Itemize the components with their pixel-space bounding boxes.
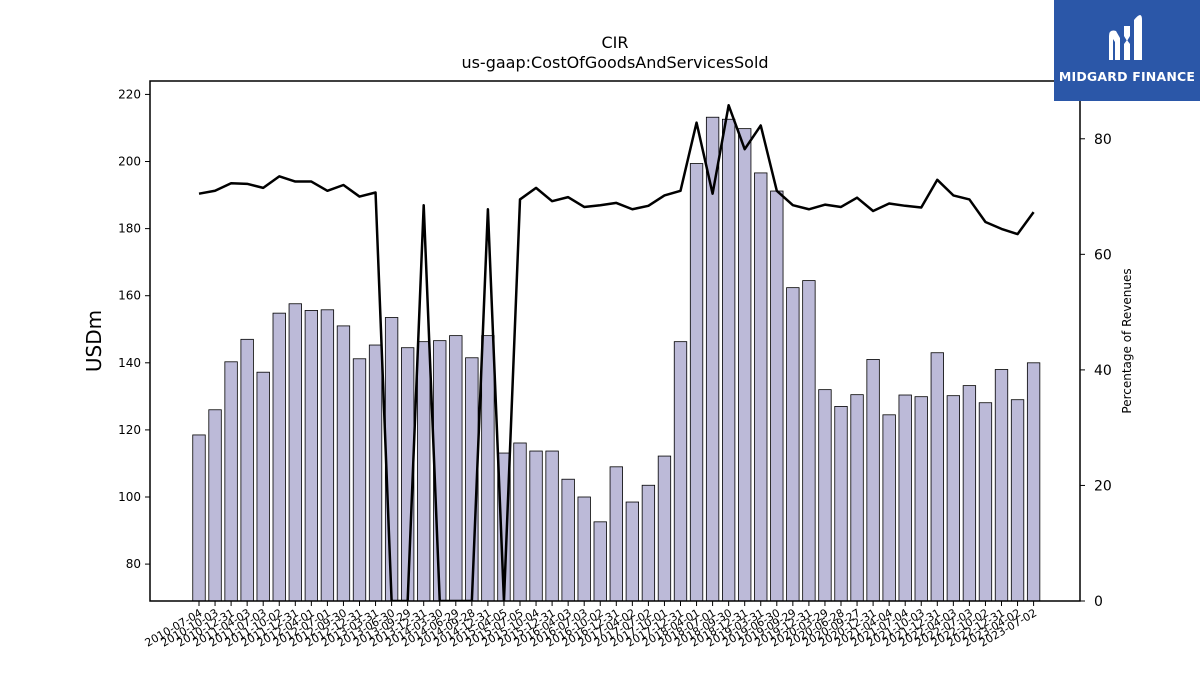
y-tick-label-left: 80 bbox=[126, 557, 141, 571]
bar bbox=[770, 190, 784, 602]
bar bbox=[994, 369, 1009, 602]
bar bbox=[978, 402, 993, 602]
y-tick-label-left: 120 bbox=[118, 423, 141, 437]
bar bbox=[657, 455, 672, 602]
bar bbox=[914, 396, 928, 602]
bar bbox=[625, 501, 639, 602]
y-tick-label-left: 220 bbox=[118, 87, 141, 101]
y-tick-label-right: 20 bbox=[1094, 478, 1112, 494]
bar bbox=[545, 450, 559, 602]
logo-brand-text: MIDGARD FINANCE bbox=[1058, 69, 1196, 84]
bar bbox=[529, 450, 543, 602]
bar bbox=[722, 118, 736, 602]
bar bbox=[1010, 399, 1025, 602]
bar bbox=[320, 309, 335, 602]
bar bbox=[882, 414, 896, 602]
bar bbox=[786, 287, 800, 602]
logo-mark-icon bbox=[1109, 15, 1142, 60]
bar bbox=[802, 280, 816, 602]
bar bbox=[898, 394, 912, 602]
bar bbox=[1026, 362, 1041, 602]
bar bbox=[561, 478, 575, 602]
y-axis-label-left: USDm bbox=[82, 309, 106, 373]
bar bbox=[256, 371, 270, 602]
bar bbox=[352, 358, 367, 602]
bar bbox=[946, 395, 960, 602]
bar bbox=[449, 335, 463, 602]
y-tick-label-right: 80 bbox=[1094, 132, 1112, 148]
bar bbox=[818, 389, 832, 602]
bar bbox=[850, 394, 864, 602]
y-tick-label-right: 60 bbox=[1094, 247, 1112, 263]
bar bbox=[577, 496, 591, 602]
bar bbox=[641, 484, 656, 602]
y-tick-label-left: 140 bbox=[118, 356, 141, 370]
y-tick-label-left: 160 bbox=[118, 289, 141, 303]
bar bbox=[288, 303, 302, 602]
chart-subtitle: us-gaap:CostOfGoodsAndServicesSold bbox=[461, 53, 769, 72]
bar bbox=[481, 335, 495, 602]
bar bbox=[336, 325, 351, 602]
bar bbox=[192, 434, 206, 602]
series-line bbox=[198, 104, 1035, 601]
bar bbox=[609, 466, 623, 602]
bar bbox=[962, 385, 977, 602]
bar bbox=[593, 521, 607, 602]
bar bbox=[834, 406, 848, 602]
bar bbox=[368, 344, 383, 602]
bar bbox=[208, 409, 222, 602]
y-tick-label-left: 180 bbox=[118, 222, 141, 236]
bar bbox=[866, 359, 880, 602]
bar bbox=[513, 442, 527, 602]
bar bbox=[673, 341, 688, 602]
bar bbox=[224, 361, 238, 602]
y-tick-label-right: 0 bbox=[1094, 594, 1103, 610]
bar bbox=[240, 338, 254, 602]
plot-frame bbox=[149, 80, 1081, 602]
chart-title: CIR bbox=[601, 33, 629, 52]
bar bbox=[754, 172, 768, 602]
bar bbox=[417, 341, 431, 602]
y-tick-label-left: 100 bbox=[118, 490, 141, 504]
bar bbox=[930, 352, 944, 602]
y-tick-label-left: 200 bbox=[118, 155, 141, 169]
midgard-finance-logo: MIDGARD FINANCE bbox=[1054, 0, 1200, 101]
bar bbox=[689, 163, 704, 602]
bar bbox=[272, 312, 286, 602]
bar bbox=[304, 310, 319, 602]
y-tick-label-right: 40 bbox=[1094, 363, 1112, 379]
bar bbox=[738, 128, 752, 602]
y-axis-label-right: Percentage of Revenues bbox=[1120, 268, 1134, 414]
